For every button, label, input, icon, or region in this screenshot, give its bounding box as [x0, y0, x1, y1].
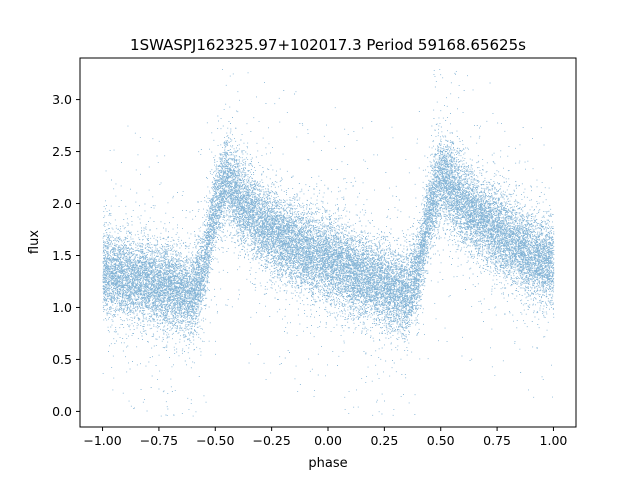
x-tick-label: 0.25	[370, 433, 398, 448]
x-tick-label: −1.00	[83, 433, 121, 448]
x-tick-label: 0.75	[483, 433, 511, 448]
y-axis-label: flux	[27, 230, 42, 254]
y-tick-label: 3.0	[52, 92, 72, 107]
data-points	[102, 68, 555, 417]
scatter-point-cloud	[102, 68, 555, 417]
x-tick-label: 0.50	[427, 433, 455, 448]
x-tick-label: 1.00	[540, 433, 568, 448]
y-tick-label: 1.5	[52, 248, 72, 263]
y-tick-label: 2.0	[52, 196, 72, 211]
x-tick-label: 0.00	[314, 433, 342, 448]
x-tick-label: −0.50	[196, 433, 234, 448]
chart-title: 1SWASPJ162325.97+102017.3 Period 59168.6…	[130, 36, 526, 54]
x-tick-label: −0.25	[252, 433, 290, 448]
y-axis: 0.0 0.5 1.0 1.5 2.0 2.5 3.0	[52, 92, 80, 419]
y-tick-label: 1.0	[52, 300, 72, 315]
x-axis: −1.00 −0.75 −0.50 −0.25 0.00 0.25 0.50 0.75 1.00	[83, 427, 567, 448]
x-tick-label: −0.75	[140, 433, 178, 448]
x-axis-label: phase	[308, 456, 347, 471]
y-tick-label: 0.0	[52, 404, 72, 419]
y-tick-label: 2.5	[52, 144, 72, 159]
y-tick-label: 0.5	[52, 352, 72, 367]
